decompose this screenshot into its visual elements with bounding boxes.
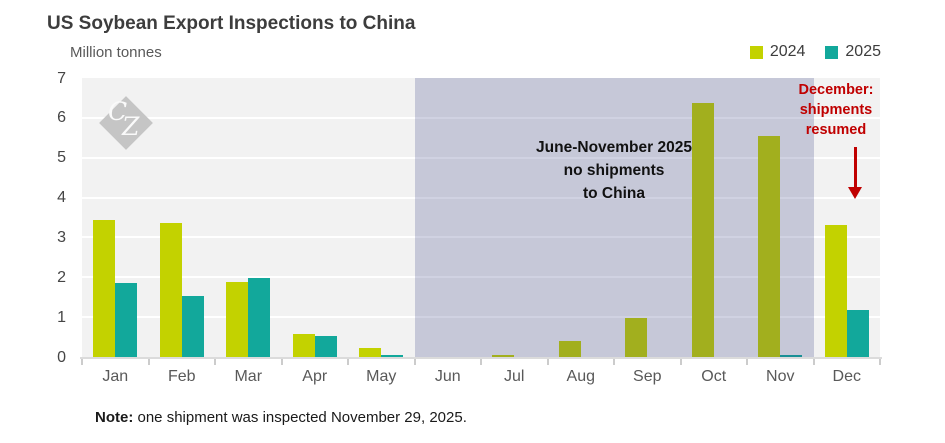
bar-2025-jan xyxy=(115,282,138,357)
gridline-2 xyxy=(82,276,880,279)
legend: 2024 2025 xyxy=(749,43,881,61)
legend-swatch-2025 xyxy=(825,45,839,59)
x-tick xyxy=(546,359,549,365)
x-tick xyxy=(879,359,881,365)
legend-item-2024: 2024 xyxy=(749,43,806,61)
bar-2024-may xyxy=(359,348,382,357)
x-tick-label-jan: Jan xyxy=(102,368,129,385)
x-tick-label-dec: Dec xyxy=(832,368,861,385)
x-tick-label-feb: Feb xyxy=(167,368,196,385)
bar-2025-may xyxy=(381,354,404,357)
gridline-6 xyxy=(82,116,880,119)
y-tick-label-5: 5 xyxy=(57,149,66,167)
x-tick xyxy=(480,359,482,365)
plot-area xyxy=(82,78,880,357)
bar-2024-sep xyxy=(625,318,648,357)
legend-label-2025: 2025 xyxy=(845,43,881,60)
x-tick-label-oct: Oct xyxy=(701,368,727,385)
legend-swatch-2024 xyxy=(749,45,763,59)
y-tick-label-6: 6 xyxy=(57,109,66,127)
bar-2024-apr xyxy=(292,334,315,357)
x-tick-label-apr: Apr xyxy=(302,368,328,385)
footnote-label: Note: xyxy=(95,409,134,426)
bar-2025-nov xyxy=(780,355,803,357)
no-shipments-annotation: June-November 2025 no shipments to China xyxy=(536,139,692,202)
x-tick xyxy=(214,359,216,365)
bar-2024-feb xyxy=(159,223,182,357)
x-tick-label-sep: Sep xyxy=(633,368,662,385)
bar-2024-mar xyxy=(226,282,249,357)
bar-2025-dec xyxy=(846,309,869,357)
bar-2024-aug xyxy=(558,341,581,357)
x-tick xyxy=(812,359,815,365)
x-tick xyxy=(413,359,416,365)
y-tick-label-7: 7 xyxy=(57,69,66,87)
gridline-5 xyxy=(82,156,880,159)
x-tick xyxy=(613,359,615,365)
x-tick xyxy=(81,359,83,365)
y-tick-label-3: 3 xyxy=(57,228,66,246)
y-tick-label-4: 4 xyxy=(57,189,66,207)
x-axis xyxy=(80,357,882,367)
x-tick-label-jun: Jun xyxy=(434,368,461,385)
x-tick-label-nov: Nov xyxy=(766,368,795,385)
x-tick xyxy=(280,359,283,365)
x-tick-label-may: May xyxy=(366,368,397,385)
no-shipments-shaded-region xyxy=(414,78,814,357)
y-tick-label-0: 0 xyxy=(57,348,66,366)
gridline-4 xyxy=(82,196,880,199)
x-tick xyxy=(679,359,682,365)
x-tick-label-aug: Aug xyxy=(566,368,595,385)
legend-item-2025: 2025 xyxy=(825,43,881,61)
bar-2024-nov xyxy=(758,136,781,357)
y-tick-label-1: 1 xyxy=(57,308,66,326)
watermark-letter-z: Z xyxy=(122,112,140,141)
x-tick xyxy=(147,359,150,365)
december-arrow-head-icon xyxy=(848,187,862,199)
bar-2025-apr xyxy=(314,336,337,357)
footnote: Note: one shipment was inspected Novembe… xyxy=(95,409,467,426)
x-tick xyxy=(347,359,349,365)
bar-2025-mar xyxy=(248,278,271,357)
legend-label-2024: 2024 xyxy=(769,43,806,60)
watermark-letter-c: C xyxy=(108,97,128,126)
x-tick xyxy=(746,359,748,365)
bar-2024-oct xyxy=(691,103,714,357)
watermark-logo: C Z xyxy=(95,92,157,154)
gridline-1 xyxy=(82,316,880,319)
december-annotation: December: shipments resumed xyxy=(798,82,874,138)
december-arrow-line xyxy=(854,147,857,189)
x-tick-label-mar: Mar xyxy=(234,368,263,385)
y-axis-unit-label: Million tonnes xyxy=(70,44,162,61)
chart-title: US Soybean Export Inspections to China xyxy=(47,13,416,34)
gridline-3 xyxy=(82,236,880,239)
bar-2024-dec xyxy=(824,225,847,357)
footnote-text: one shipment was inspected November 29, … xyxy=(133,409,467,426)
y-tick-label-2: 2 xyxy=(57,268,66,286)
bar-2024-jan xyxy=(93,220,116,357)
bar-2024-jul xyxy=(492,354,515,357)
bar-2025-feb xyxy=(181,296,204,357)
x-tick-label-jul: Jul xyxy=(504,368,525,385)
